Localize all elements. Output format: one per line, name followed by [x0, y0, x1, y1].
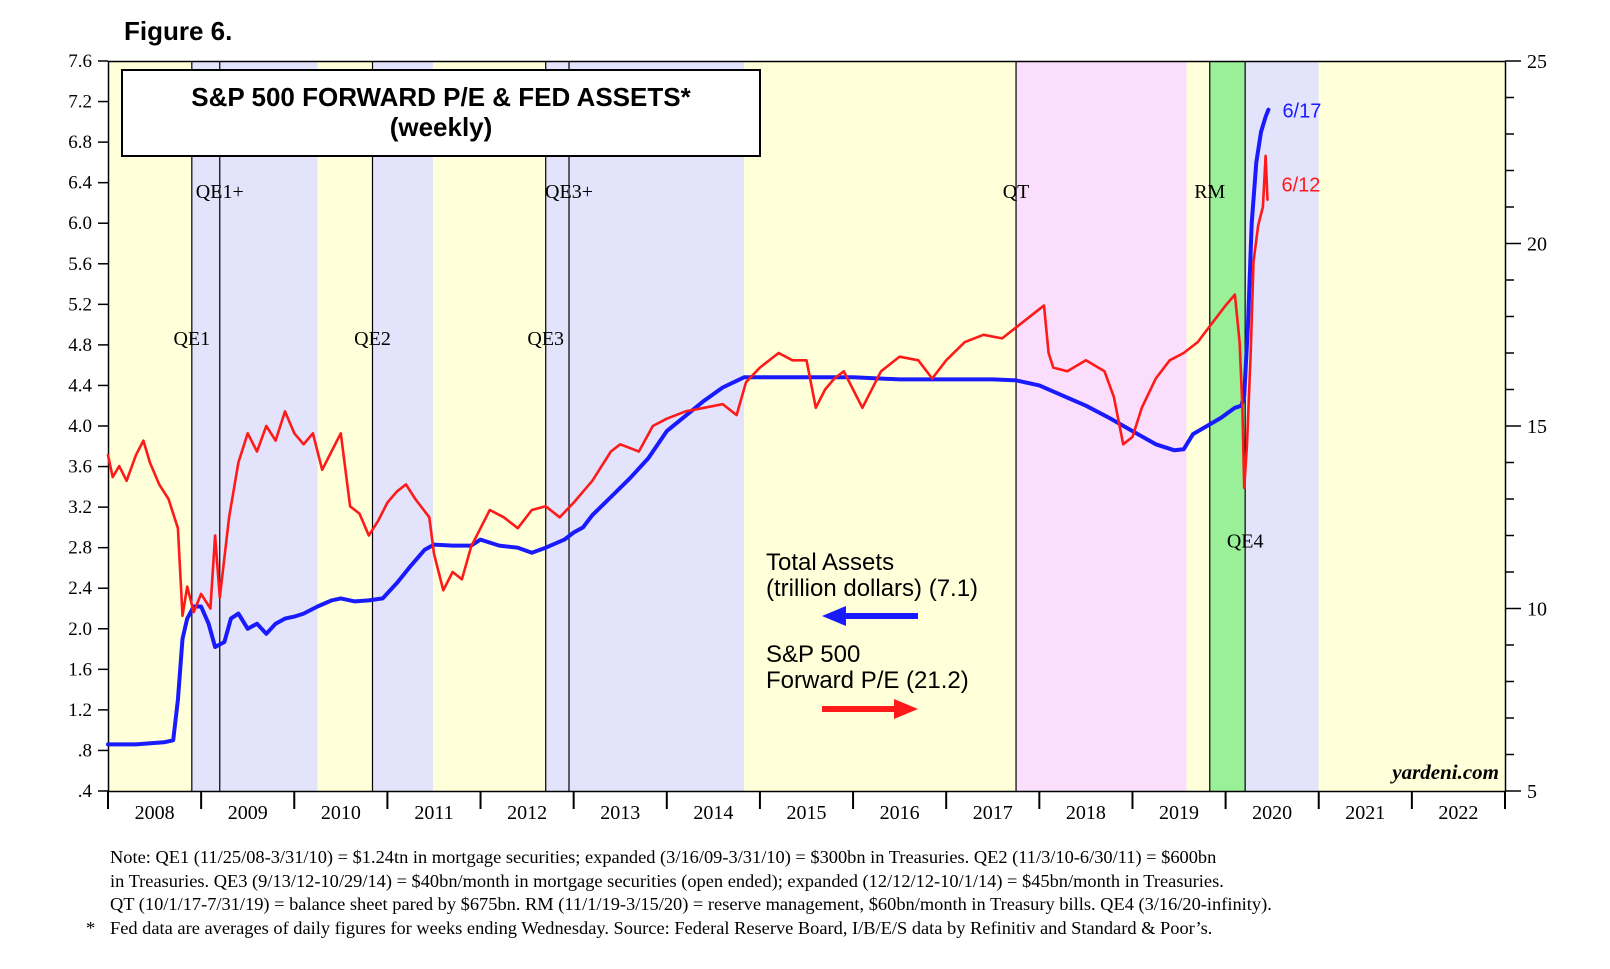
left-tick-label: 6.8 [68, 132, 92, 153]
legend: Total Assets (trillion dollars) (7.1) S&… [766, 549, 978, 719]
left-tick-label: 4.4 [68, 375, 92, 396]
assets-end-label: 6/17 [1282, 101, 1321, 123]
x-tick-label: 2016 [880, 802, 920, 824]
chart-title: S&P 500 FORWARD P/E & FED ASSETS* [191, 82, 691, 112]
event-label: QT [1003, 181, 1030, 203]
title-box: S&P 500 FORWARD P/E & FED ASSETS* (weekl… [121, 69, 761, 157]
period-band-blue [191, 61, 318, 791]
x-tick-label: 2013 [600, 802, 640, 824]
left-tick-label: 7.2 [68, 92, 92, 113]
event-label: QE3+ [545, 181, 593, 203]
event-lines [191, 61, 1246, 791]
x-tick-label: 2015 [787, 802, 827, 824]
x-tick-label: 2011 [414, 802, 453, 824]
chart-subtitle: (weekly) [390, 112, 493, 142]
x-tick-label: 2010 [321, 802, 361, 824]
x-tick-label: 2021 [1345, 802, 1385, 824]
right-tick-label: 15 [1527, 416, 1547, 438]
left-tick-label: 7.6 [68, 51, 92, 72]
event-label: QE3 [527, 328, 564, 350]
footnote-text: Fed data are averages of daily figures f… [110, 917, 1213, 938]
footnote: * Fed data are averages of daily figures … [86, 917, 1586, 941]
figure-label: Figure 6. [124, 16, 233, 46]
event-label: QE1 [173, 328, 210, 350]
x-tick-label: 2022 [1438, 802, 1478, 824]
total-assets-line [106, 107, 1271, 747]
x-axis: 2008 2009 2010 2011 2012 2013 2014 2015 2016 2017… [107, 791, 1506, 824]
left-tick-label: 1.2 [68, 700, 92, 721]
note-line: in Treasuries. QE3 (9/13/12-10/29/14) = … [110, 870, 1224, 891]
event-labels: QE1 QE1+ QE2 QE3 QE3+ QT RM QE4 [173, 181, 1263, 553]
x-tick-label: 2020 [1252, 802, 1292, 824]
left-tick-label: 3.6 [68, 457, 92, 478]
watermark: yardeni.com [1389, 760, 1499, 784]
x-tick-label: 2018 [1066, 802, 1106, 824]
left-tick-label: .4 [78, 781, 93, 802]
legend-assets-line1: Total Assets [766, 549, 894, 576]
event-label: QE2 [354, 328, 391, 350]
period-band-yellow [433, 61, 546, 791]
left-tick-label: .8 [78, 740, 92, 761]
event-label: QE1+ [196, 181, 244, 203]
period-band-yellow [1186, 61, 1210, 791]
period-band-pink [1016, 61, 1187, 791]
x-tick-label: 2008 [135, 802, 175, 824]
forward-pe-line [106, 154, 1269, 618]
legend-pe-line2: Forward P/E (21.2) [766, 667, 969, 694]
left-y-axis: 7.6 7.2 6.8 6.4 6.0 5.6 5.2 4.8 4.4 4.0 3.6 3.2 2.8 2… [68, 51, 108, 802]
event-label: RM [1194, 181, 1225, 203]
legend-assets-line2: (trillion dollars) (7.1) [766, 575, 978, 602]
left-tick-label: 6.0 [68, 213, 92, 234]
period-band-yellow [1318, 61, 1505, 791]
x-tick-label: 2019 [1159, 802, 1199, 824]
left-tick-label: 4.8 [68, 335, 92, 356]
left-tick-label: 2.4 [68, 578, 92, 599]
period-band-yellow [744, 61, 1017, 791]
left-tick-label: 2.0 [68, 619, 92, 640]
period-band-yellow [317, 61, 373, 791]
note-line: Note: QE1 (11/25/08-3/31/10) = $1.24tn i… [110, 847, 1217, 867]
x-tick-label: 2012 [507, 802, 547, 824]
right-tick-label: 5 [1527, 781, 1537, 803]
left-tick-label: 6.4 [68, 173, 92, 194]
pe-end-label: 6/12 [1282, 175, 1321, 197]
left-tick-label: 3.2 [68, 497, 92, 518]
event-label: QE4 [1227, 531, 1264, 553]
x-tick-label: 2014 [693, 802, 733, 824]
period-bands [108, 61, 1505, 791]
left-tick-label: 2.8 [68, 538, 92, 559]
left-tick-label: 5.6 [68, 254, 92, 275]
left-tick-label: 5.2 [68, 294, 92, 315]
period-band-blue [545, 61, 745, 791]
right-y-axis: 25 20 15 10 5 [1505, 51, 1547, 803]
legend-pe-arrow [822, 699, 918, 719]
left-tick-label: 1.6 [68, 659, 92, 680]
x-tick-label: 2009 [228, 802, 268, 824]
right-tick-label: 10 [1527, 599, 1547, 621]
legend-assets-arrow [822, 606, 918, 626]
left-tick-label: 4.0 [68, 416, 92, 437]
legend-pe-line1: S&P 500 [766, 641, 860, 668]
series-lines: 6/17 6/12 [106, 101, 1321, 747]
period-band-blue [1245, 61, 1319, 791]
period-band-yellow [108, 61, 192, 791]
period-band-green [1209, 61, 1246, 791]
period-band-blue [372, 61, 434, 791]
right-tick-label: 20 [1527, 234, 1547, 256]
x-tick-label: 2017 [973, 802, 1013, 824]
right-tick-label: 25 [1527, 51, 1547, 73]
note-line: QT (10/1/17-7/31/19) = balance sheet par… [110, 894, 1272, 914]
notes: Note: QE1 (11/25/08-3/31/10) = $1.24tn i… [86, 846, 1586, 940]
footnote-marker: * [86, 917, 96, 938]
